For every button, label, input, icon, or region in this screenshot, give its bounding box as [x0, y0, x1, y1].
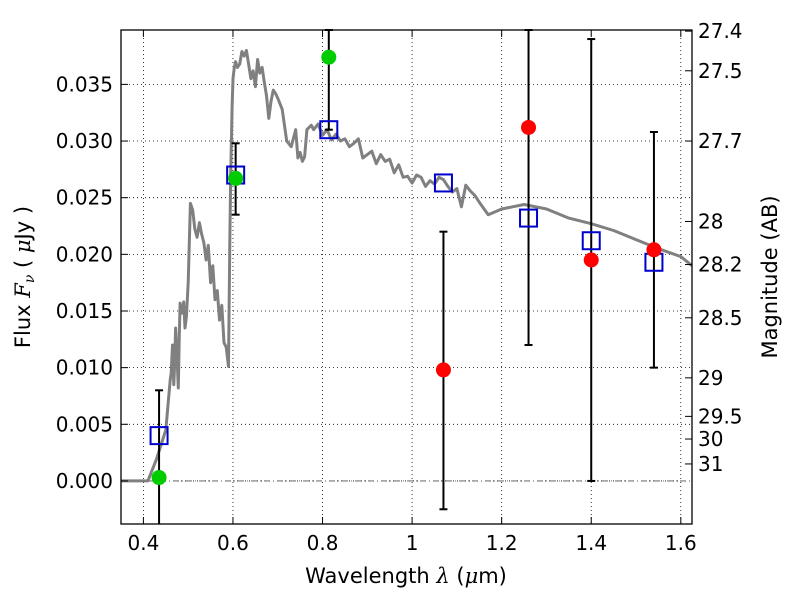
plot-frame — [120, 29, 693, 525]
x-tick-label: 1.4 — [575, 531, 607, 555]
x-tick-label: 1.2 — [486, 531, 518, 555]
x-tick-label: 0.8 — [307, 531, 339, 555]
plot-area — [121, 30, 692, 524]
y-tick-label: 0.010 — [56, 356, 113, 380]
model-photometry-square — [433, 173, 453, 193]
y-axis-label-right: Magnitude (AB) — [758, 195, 782, 358]
mag-tick-label: 30 — [698, 427, 723, 451]
x-tick-label: 0.4 — [127, 531, 159, 555]
mag-tick-label: 31 — [698, 452, 723, 476]
y-tick-label: 0.005 — [56, 412, 113, 436]
model-photometry-square — [519, 208, 539, 228]
y-tick-label: 0.035 — [56, 72, 113, 96]
y-tick-label: 0.030 — [56, 129, 113, 153]
mag-tick-label: 28.2 — [698, 253, 743, 277]
observed-flux-detection-point — [228, 170, 244, 186]
observed-flux-detection-point — [321, 49, 337, 65]
observed-flux-upper-point — [435, 362, 451, 378]
x-tick-label: 0.6 — [217, 531, 249, 555]
model-sed-path — [121, 48, 692, 483]
observed-fluxes — [151, 49, 662, 486]
mag-tick-label: 27.4 — [698, 19, 743, 43]
x-axis-ticks: 0.4 0.6 0.8 1 1.2 1.4 1.6 — [127, 30, 697, 555]
x-tick-label: 1.6 — [665, 531, 697, 555]
observed-flux-detection-point — [151, 470, 167, 486]
mag-tick-label: 28.5 — [698, 306, 743, 330]
y-tick-label: 0.020 — [56, 242, 113, 266]
y-tick-label: 0.000 — [56, 469, 113, 493]
mag-tick-label: 28 — [698, 209, 723, 233]
mag-tick-label: 27.7 — [698, 129, 743, 153]
y-axis-ticks: 0.000 0.005 0.010 0.015 0.020 0.025 0.030 0.035 — [56, 72, 128, 493]
y-axis-label: Flux Fν ( μJy ) — [11, 206, 38, 348]
x-tick-label: 1 — [406, 531, 419, 555]
y-tick-label: 0.025 — [56, 186, 113, 210]
model-photometry-square — [319, 120, 339, 140]
model-photometry-square — [581, 231, 601, 251]
mag-tick-label: 29.5 — [698, 404, 743, 428]
observed-flux-upper-point — [521, 119, 537, 135]
y-tick-label: 0.015 — [56, 299, 113, 323]
observed-flux-upper-point — [583, 252, 599, 268]
model-sed-curve — [121, 48, 692, 483]
mag-tick-label: 29 — [698, 366, 723, 390]
model-photometry-square — [149, 426, 169, 446]
observed-flux-upper-point — [646, 242, 662, 258]
mag-tick-label: 27.5 — [698, 59, 743, 83]
x-axis-label: Wavelength λ (μm) — [305, 564, 507, 588]
